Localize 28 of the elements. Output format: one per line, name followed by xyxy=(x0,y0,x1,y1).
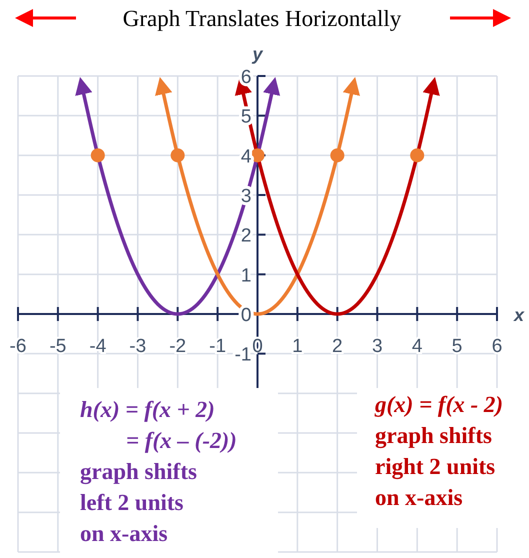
x-tick-label: -1 xyxy=(209,336,226,357)
text: g(x) = f(x - 2) xyxy=(374,392,504,417)
x-tick-label: 4 xyxy=(412,336,423,357)
annotation: on x-axis xyxy=(80,521,168,546)
x-tick-label: -5 xyxy=(49,336,66,357)
annotation: right 2 units xyxy=(375,454,496,480)
x-tick-label: -6 xyxy=(10,336,26,357)
x-tick-label: -2 xyxy=(169,336,186,357)
annotation: on x-axis xyxy=(375,485,463,510)
x-tick-label: -4 xyxy=(89,336,107,357)
x-tick-label: 3 xyxy=(372,336,383,357)
y-tick-label: 1 xyxy=(240,265,252,286)
y-tick-label: 2 xyxy=(240,226,252,247)
x-tick-label: -3 xyxy=(129,336,146,357)
y-tick-label: 4 xyxy=(240,146,252,168)
text: h(x) = f(x + 2) xyxy=(80,397,215,422)
annotation: graph shifts xyxy=(375,423,492,449)
annotation: graph shifts xyxy=(80,459,197,485)
annotation: left 2 units xyxy=(80,490,184,515)
annotation: = f(x – (-2)) xyxy=(126,428,237,453)
x-tick-label: 1 xyxy=(292,336,303,357)
x-tick-label: 5 xyxy=(452,336,462,357)
y-tick-label: 6 xyxy=(240,67,252,88)
x-tick-label: 6 xyxy=(492,336,502,357)
x-tick-label: 2 xyxy=(332,336,343,357)
x-axis-title: x xyxy=(512,305,525,325)
y-axis-title: y xyxy=(251,44,264,64)
chart-title: Graph Translates Horizontally xyxy=(122,6,402,31)
